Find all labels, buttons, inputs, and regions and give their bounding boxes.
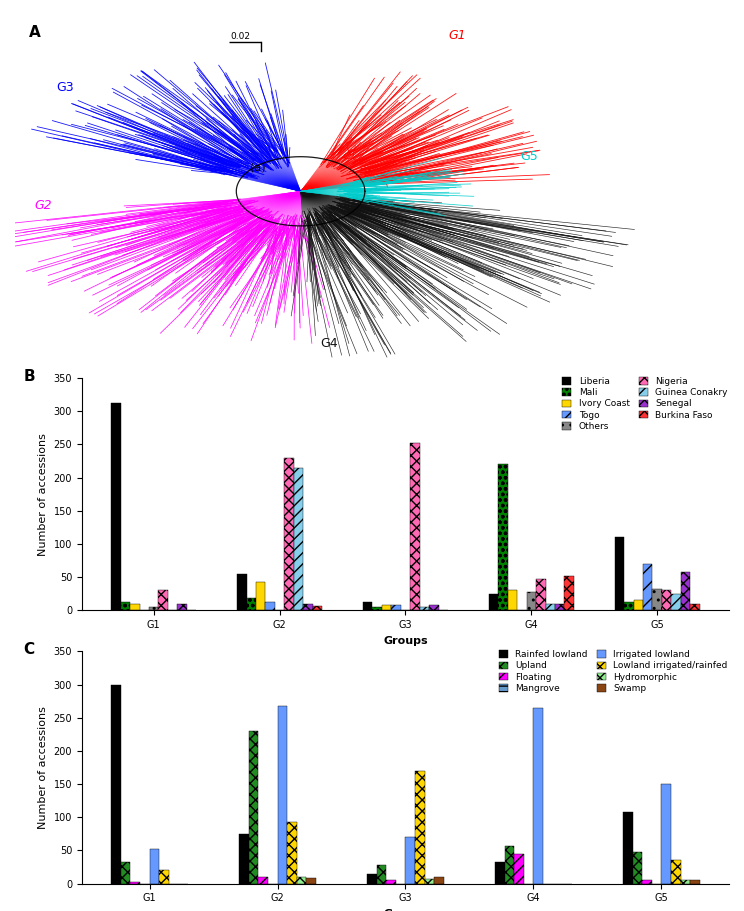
- Bar: [382, 605, 391, 610]
- Bar: [367, 874, 376, 884]
- Text: C: C: [24, 642, 35, 657]
- Bar: [266, 602, 275, 610]
- Bar: [376, 865, 386, 884]
- Bar: [287, 822, 297, 884]
- Bar: [307, 878, 316, 884]
- Bar: [545, 604, 555, 610]
- Bar: [405, 837, 415, 884]
- Bar: [304, 604, 312, 610]
- Bar: [177, 604, 187, 610]
- Bar: [420, 607, 429, 610]
- Bar: [112, 684, 121, 884]
- X-axis label: Groups: Groups: [383, 909, 428, 911]
- Bar: [312, 607, 322, 610]
- Bar: [671, 594, 681, 610]
- Bar: [671, 860, 681, 884]
- Bar: [373, 607, 382, 610]
- Bar: [681, 880, 690, 884]
- Text: (a): (a): [250, 162, 266, 172]
- Bar: [527, 592, 536, 610]
- Bar: [130, 604, 140, 610]
- Bar: [504, 845, 514, 884]
- Bar: [284, 457, 294, 610]
- Bar: [410, 443, 420, 610]
- Text: G5: G5: [520, 150, 538, 163]
- Bar: [634, 600, 643, 610]
- Bar: [690, 880, 699, 884]
- Bar: [624, 602, 634, 610]
- Bar: [415, 771, 425, 884]
- Bar: [662, 590, 671, 610]
- Bar: [642, 880, 652, 884]
- Bar: [149, 607, 158, 610]
- Bar: [615, 537, 624, 610]
- Bar: [681, 572, 690, 610]
- Bar: [425, 879, 434, 884]
- Bar: [429, 605, 438, 610]
- Bar: [507, 590, 517, 610]
- Text: 0.02: 0.02: [231, 32, 251, 41]
- Text: G1: G1: [449, 29, 466, 42]
- Bar: [514, 854, 524, 884]
- Bar: [495, 862, 504, 884]
- Bar: [237, 574, 246, 610]
- X-axis label: Groups: Groups: [383, 636, 428, 646]
- Bar: [498, 465, 507, 610]
- Bar: [386, 880, 396, 884]
- Legend: Liberia, Mali, Ivory Coast, Togo, Others, Nigeria, Guinea Conakry, Senegal, Burk: Liberia, Mali, Ivory Coast, Togo, Others…: [559, 374, 731, 435]
- Bar: [632, 852, 642, 884]
- Bar: [294, 467, 304, 610]
- Bar: [248, 731, 258, 884]
- Bar: [363, 602, 373, 610]
- Bar: [239, 834, 248, 884]
- Text: B: B: [24, 369, 35, 384]
- Bar: [159, 870, 169, 884]
- Text: G3: G3: [56, 81, 74, 94]
- Bar: [434, 877, 444, 884]
- Bar: [643, 564, 652, 610]
- Bar: [536, 578, 545, 610]
- Text: A: A: [29, 26, 41, 40]
- Text: G4: G4: [321, 337, 338, 350]
- Bar: [278, 706, 287, 884]
- Bar: [623, 812, 632, 884]
- Bar: [246, 599, 256, 610]
- Legend: Rainfed lowland, Upland, Floating, Mangrove, Irrigated lowland, Lowland irrigate: Rainfed lowland, Upland, Floating, Mangr…: [496, 647, 731, 697]
- Bar: [130, 882, 140, 884]
- Bar: [121, 862, 130, 884]
- Bar: [158, 590, 168, 610]
- Bar: [565, 576, 574, 610]
- Bar: [533, 708, 543, 884]
- Bar: [112, 403, 121, 610]
- Text: G2: G2: [35, 199, 52, 211]
- Bar: [661, 784, 671, 884]
- Bar: [652, 589, 662, 610]
- Bar: [391, 605, 401, 610]
- Bar: [297, 877, 307, 884]
- Bar: [258, 877, 268, 884]
- Y-axis label: Number of accessions: Number of accessions: [38, 433, 48, 556]
- Bar: [256, 582, 266, 610]
- Bar: [690, 604, 699, 610]
- Bar: [150, 849, 159, 884]
- Y-axis label: Number of accessions: Number of accessions: [38, 706, 48, 829]
- Bar: [121, 602, 130, 610]
- Bar: [555, 604, 565, 610]
- Bar: [489, 594, 498, 610]
